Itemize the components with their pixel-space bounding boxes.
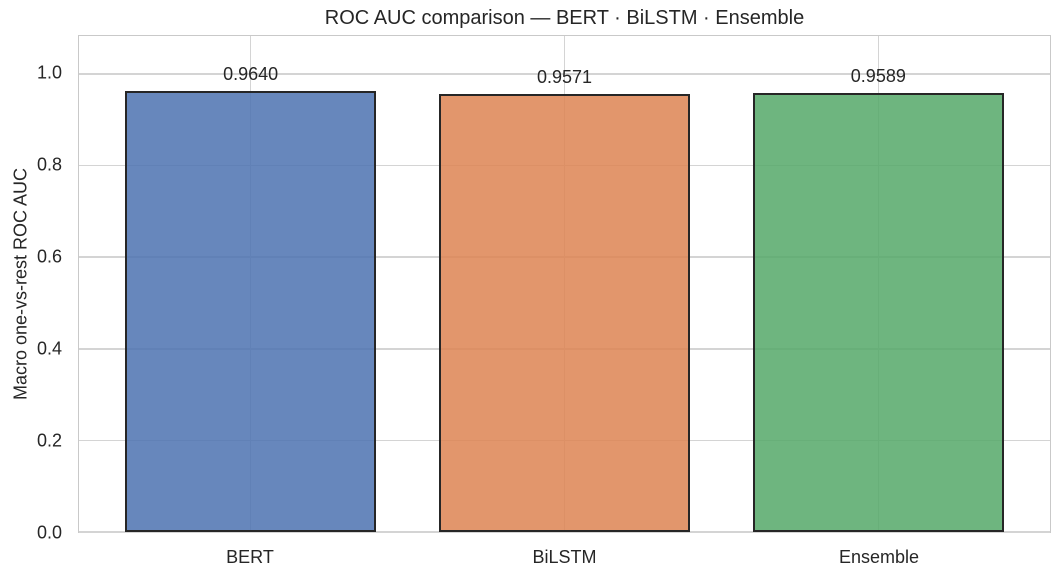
x-axis-tick-labels: BERT BiLSTM Ensemble — [78, 547, 1051, 571]
y-tick-label: 0.6 — [36, 246, 62, 267]
y-tick-label: 0.2 — [36, 430, 62, 451]
y-tick-label: 0.8 — [36, 154, 62, 175]
bar-value-label: 0.9640 — [223, 63, 279, 84]
y-tick-label: 0.4 — [36, 338, 62, 359]
bar-bert — [125, 90, 377, 532]
y-tick-label: 0.0 — [36, 522, 62, 543]
bar-value-label: 0.9589 — [850, 65, 906, 86]
x-tick-label: BERT — [226, 547, 274, 567]
bar-value-label: 0.9571 — [536, 66, 593, 87]
gridline-horizontal — [79, 531, 1050, 533]
x-tick-label: BiLSTM — [532, 547, 597, 567]
chart-title: ROC AUC comparison — BERT · BiLSTM · Ens… — [324, 7, 805, 29]
plot-area: 0.9640 0.9571 0.9589 — [78, 35, 1051, 533]
x-tick-label: Ensemble — [838, 547, 919, 567]
y-tick-label: 1.0 — [36, 62, 62, 83]
bar-ensemble — [752, 92, 1004, 532]
y-axis-tick-labels: 0.0 0.2 0.4 0.6 0.8 1.0 — [0, 35, 64, 543]
bar-bilstm — [438, 93, 691, 532]
